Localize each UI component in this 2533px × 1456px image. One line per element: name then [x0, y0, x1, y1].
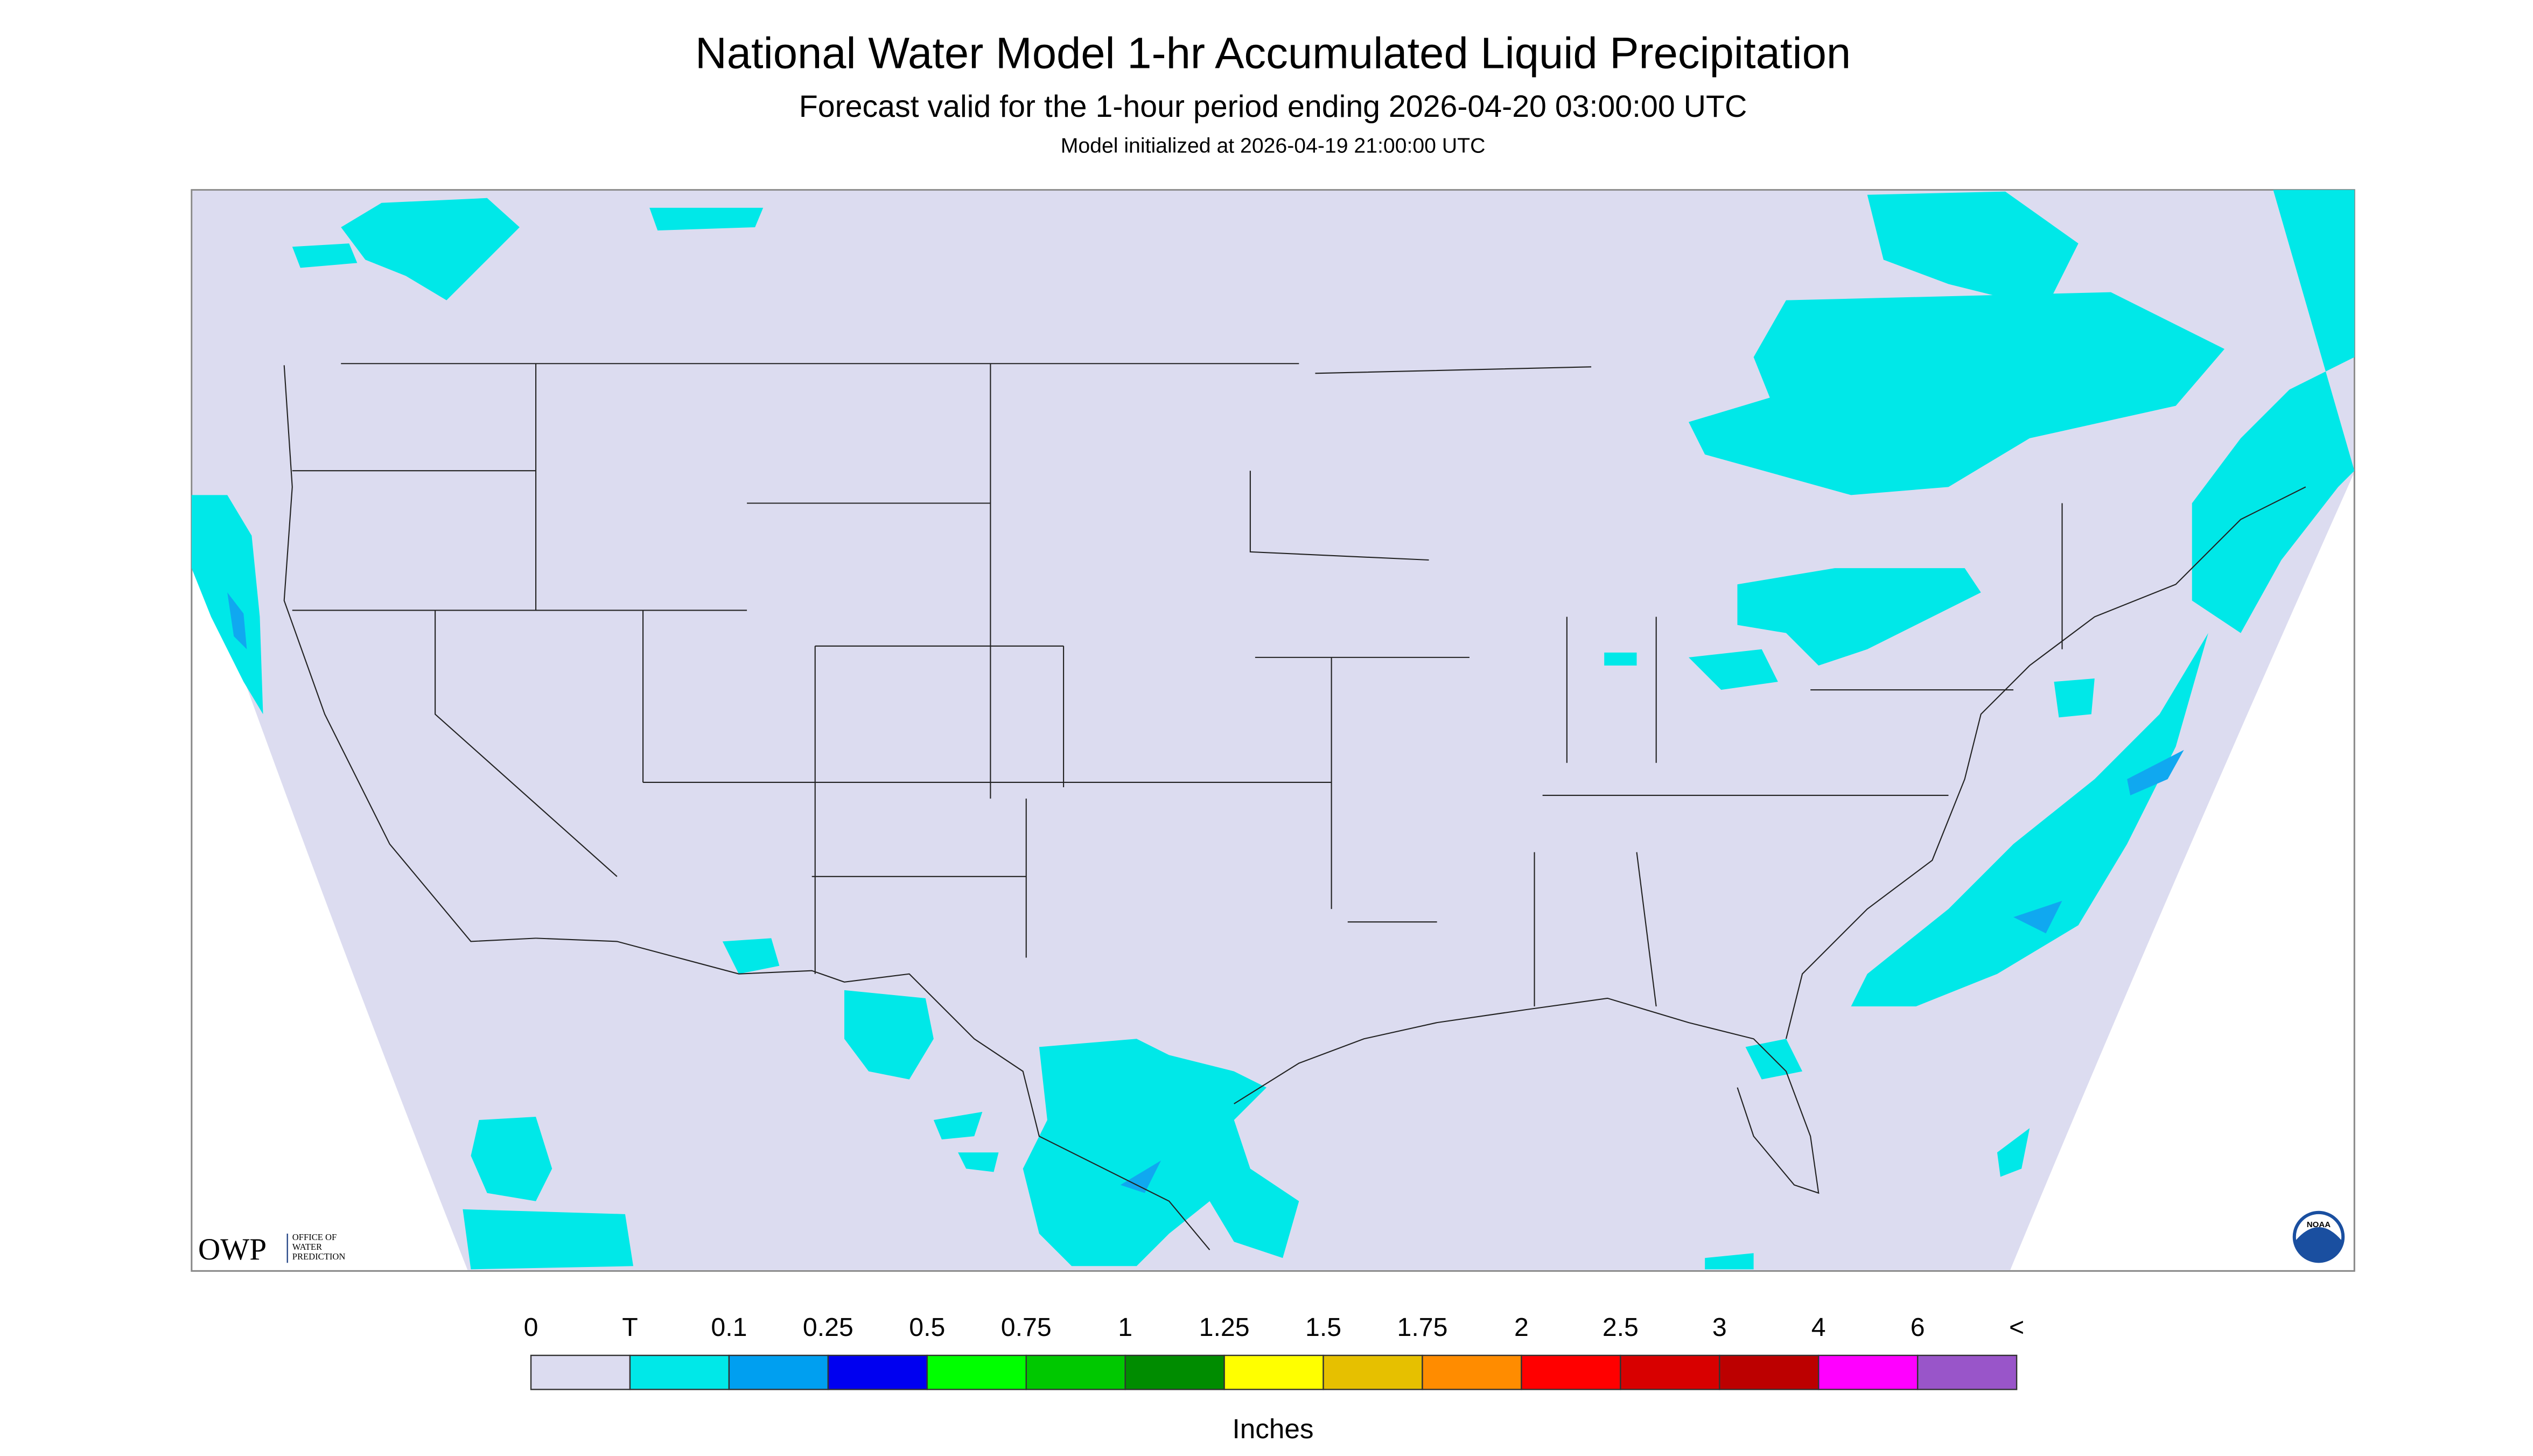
legend-swatch [1719, 1354, 1820, 1390]
legend-label: 1.5 [1305, 1313, 1341, 1342]
legend-swatch [629, 1354, 730, 1390]
borders [283, 363, 2306, 1250]
legend-label: T [622, 1313, 638, 1342]
legend-swatch [1521, 1354, 1621, 1390]
precip-areas [191, 190, 2355, 1270]
title: National Water Model 1-hr Accumulated Li… [695, 29, 1851, 78]
legend-swatch [1124, 1354, 1225, 1390]
legend-swatch [1620, 1354, 1720, 1390]
legend-label: 1.25 [1199, 1313, 1250, 1342]
legend-unit: Inches [1233, 1413, 1314, 1444]
legend-swatch [1323, 1354, 1423, 1390]
subtitle: Forecast valid for the 1-hour period end… [799, 89, 1747, 124]
legend-label: 6 [1911, 1313, 1925, 1342]
owp-logo: OWP OFFICE OF WATER PREDICTION [198, 1232, 345, 1266]
noaa-logo: NOAA [2292, 1210, 2345, 1263]
legend-label: 1.75 [1397, 1313, 1448, 1342]
owp-logo-sub: OFFICE OF WATER PREDICTION [292, 1232, 346, 1262]
legend-label: 1 [1118, 1313, 1132, 1342]
legend-swatch [926, 1354, 1027, 1390]
legend-swatch [728, 1354, 829, 1390]
legend-label: 0.1 [711, 1313, 747, 1342]
legend-swatch [530, 1354, 631, 1390]
owp-logo-line: OFFICE OF [292, 1232, 337, 1242]
legend-label: 3 [1712, 1313, 1727, 1342]
legend-label: 4 [1811, 1313, 1826, 1342]
color-legend: 0 T 0.1 0.25 0.5 0.75 1 1.25 1.5 1.75 2 2.5 3 4 6 < [524, 1313, 2024, 1390]
legend-label: 0 [524, 1313, 538, 1342]
legend-label: 0.5 [909, 1313, 945, 1342]
legend-swatch [1025, 1354, 1126, 1390]
legend-swatch [1422, 1354, 1522, 1390]
legend-label: 0.25 [803, 1313, 853, 1342]
legend-swatch [1916, 1354, 2018, 1390]
owp-logo-line: WATER [292, 1242, 323, 1252]
legend-swatch [827, 1354, 928, 1390]
legend-label: 0.75 [1001, 1313, 1052, 1342]
init-note: Model initialized at 2026-04-19 21:00:00… [1061, 134, 1486, 157]
map: OWP OFFICE OF WATER PREDICTION NOAA [191, 189, 2355, 1272]
owp-logo-text: OWP [198, 1233, 267, 1266]
legend-label: < [2009, 1313, 2024, 1342]
noaa-logo-text: NOAA [2307, 1220, 2331, 1229]
legend-label: 2.5 [1603, 1313, 1639, 1342]
legend-swatch [1818, 1354, 1919, 1390]
legend-swatch [1223, 1354, 1324, 1390]
legend-label: 2 [1514, 1313, 1529, 1342]
owp-logo-line: PREDICTION [292, 1251, 346, 1262]
